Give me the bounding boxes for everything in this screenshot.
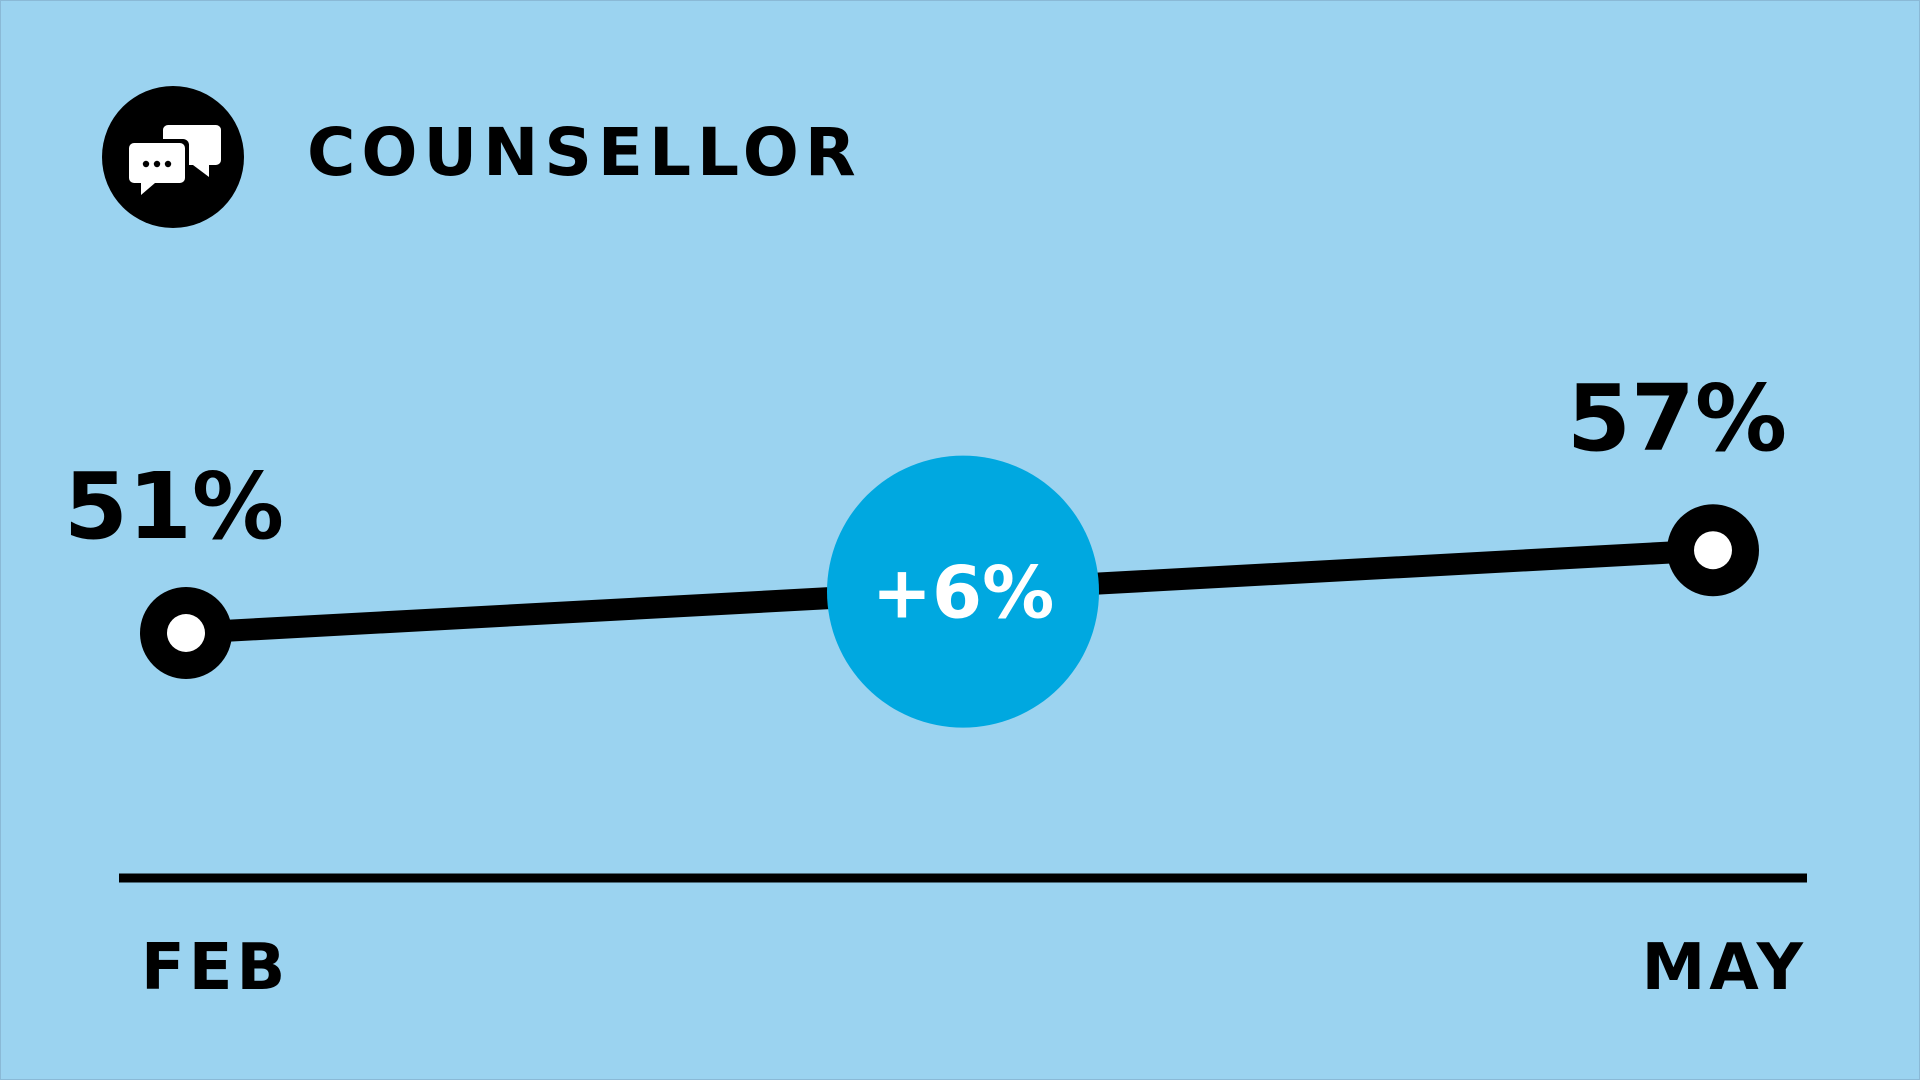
- change-label: +6%: [872, 551, 1055, 635]
- x-tick-label-may: MAY: [1642, 931, 1807, 1005]
- data-label-may: 57%: [1567, 365, 1787, 472]
- data-label-feb: 51%: [64, 453, 284, 560]
- data-point-feb: [140, 587, 232, 679]
- x-tick-label-feb: FEB: [141, 931, 289, 1005]
- data-point-may: [1667, 504, 1759, 597]
- change-bubble: [827, 455, 1099, 728]
- chat-bubbles-icon: [102, 86, 244, 228]
- chart-title: COUNSELLOR: [307, 114, 862, 191]
